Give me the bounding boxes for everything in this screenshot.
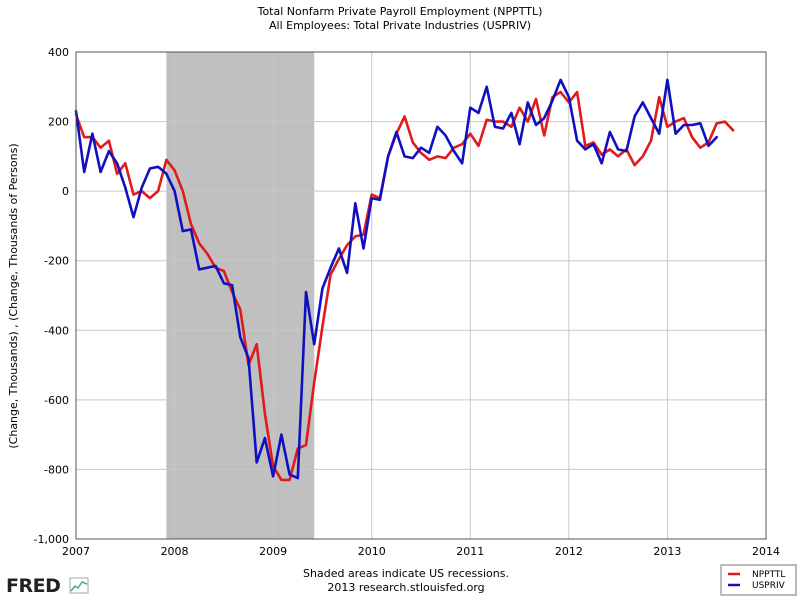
x-tick-label: 2009 <box>259 545 287 558</box>
series-line-uspriv <box>74 78 719 480</box>
chart-subtitle: All Employees: Total Private Industries … <box>269 19 531 32</box>
x-tick-label: 2013 <box>653 545 681 558</box>
mini-chart-icon <box>69 577 89 594</box>
y-axis-ticks: 400 200 0 -200 -400 -600 -800 -1,000 <box>34 46 69 546</box>
legend-label-uspriv: USPRIV <box>752 581 786 591</box>
legend-label-nppttl: NPPTTL <box>752 570 785 580</box>
fred-logo-text: FRED <box>6 575 60 597</box>
legend-box <box>720 564 797 596</box>
y-tick-label: -400 <box>44 324 69 337</box>
y-axis-label: (Change, Thousands) , (Change, Thousands… <box>7 143 20 448</box>
fred-logo: FRED <box>6 575 89 597</box>
y-tick-label: 400 <box>48 46 69 59</box>
y-tick-label: 200 <box>48 116 69 129</box>
x-tick-label: 2007 <box>62 545 90 558</box>
footer-recession-note: Shaded areas indicate US recessions. <box>303 567 509 580</box>
y-tick-label: -1,000 <box>34 533 69 546</box>
plot-frame <box>75 51 767 540</box>
x-axis-ticks: 2007 2008 2009 2010 2011 2012 2013 2014 <box>62 545 780 558</box>
y-tick-label: -600 <box>44 394 69 407</box>
y-tick-label: -800 <box>44 463 69 476</box>
x-tick-label: 2011 <box>456 545 484 558</box>
x-tick-label: 2010 <box>358 545 386 558</box>
y-tick-label: -200 <box>44 255 69 268</box>
x-tick-label: 2008 <box>161 545 189 558</box>
x-tick-label: 2014 <box>752 545 780 558</box>
series-lines <box>74 78 735 482</box>
y-tick-label: 0 <box>62 185 69 198</box>
footer-source: 2013 research.stlouisfed.org <box>327 581 484 594</box>
chart-title: Total Nonfarm Private Payroll Employment… <box>257 5 543 18</box>
plot-area <box>74 51 767 540</box>
recession-shading <box>166 52 315 539</box>
x-tick-label: 2012 <box>555 545 583 558</box>
